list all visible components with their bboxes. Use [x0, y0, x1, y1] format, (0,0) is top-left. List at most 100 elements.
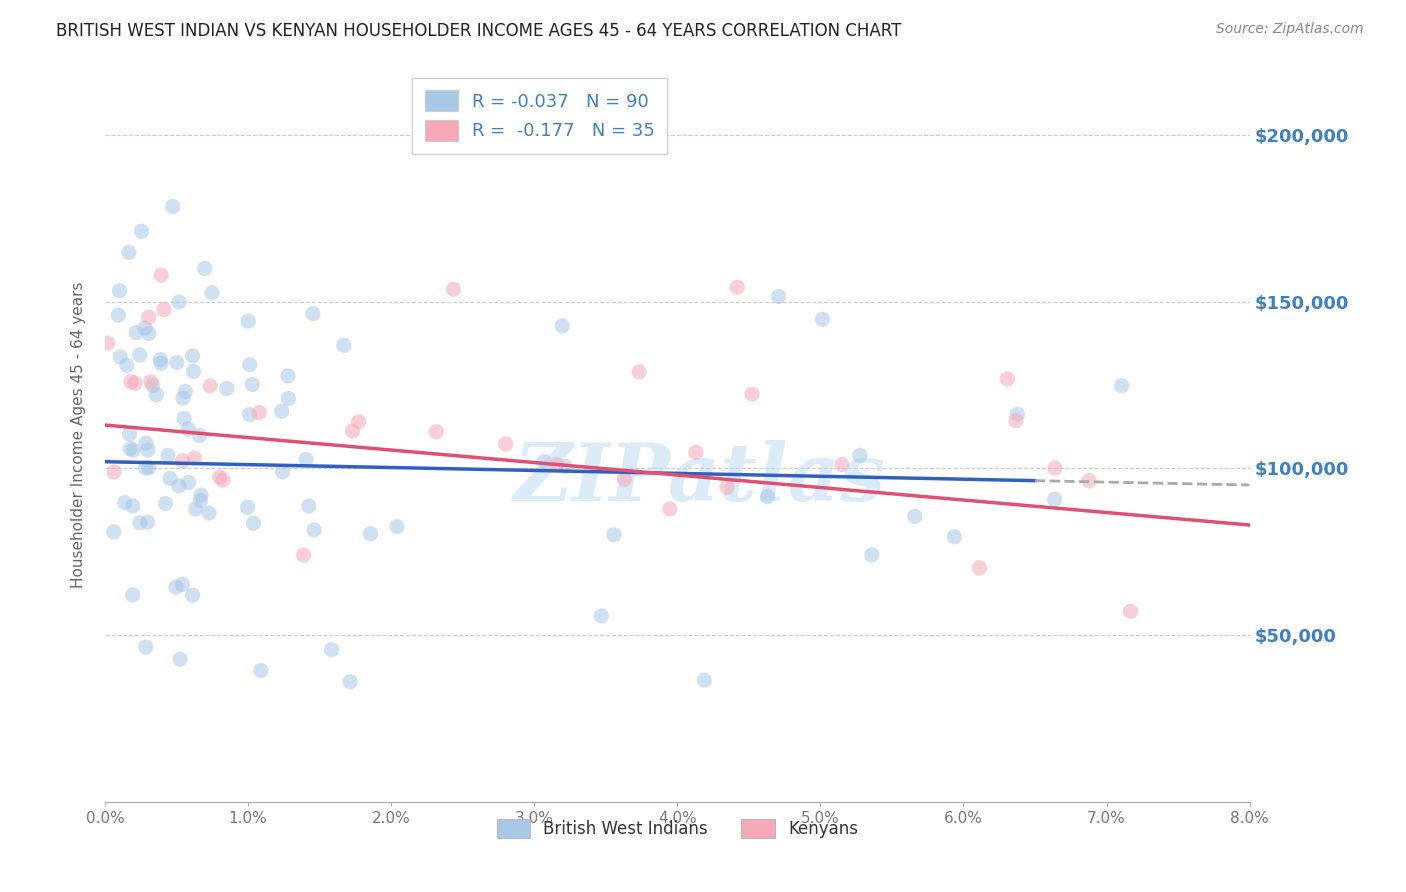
- Point: [181, 588, 204, 602]
- Point: [174, 384, 197, 399]
- Point: [173, 411, 195, 425]
- Point: [125, 326, 148, 340]
- Point: [295, 452, 318, 467]
- Point: [118, 245, 141, 260]
- Point: [239, 358, 262, 372]
- Point: [1043, 492, 1066, 507]
- Point: [114, 495, 136, 509]
- Point: [149, 352, 172, 367]
- Point: [107, 308, 129, 322]
- Point: [554, 459, 576, 474]
- Point: [183, 364, 205, 378]
- Point: [425, 425, 447, 439]
- Text: BRITISH WEST INDIAN VS KENYAN HOUSEHOLDER INCOME AGES 45 - 64 YEARS CORRELATION : BRITISH WEST INDIAN VS KENYAN HOUSEHOLDE…: [56, 22, 901, 40]
- Point: [292, 548, 315, 562]
- Point: [347, 415, 370, 429]
- Point: [270, 404, 292, 418]
- Point: [240, 377, 263, 392]
- Point: [997, 372, 1019, 386]
- Point: [190, 488, 212, 502]
- Point: [138, 460, 160, 475]
- Point: [138, 310, 160, 325]
- Point: [120, 442, 142, 456]
- Text: ZIPatlas: ZIPatlas: [515, 441, 886, 517]
- Point: [768, 289, 790, 303]
- Point: [1043, 461, 1066, 475]
- Point: [97, 336, 120, 351]
- Point: [277, 369, 299, 384]
- Point: [271, 465, 294, 479]
- Point: [165, 580, 187, 594]
- Point: [321, 642, 343, 657]
- Point: [122, 443, 145, 458]
- Point: [190, 493, 212, 508]
- Point: [811, 312, 834, 326]
- Point: [333, 338, 356, 352]
- Point: [385, 519, 408, 533]
- Point: [181, 349, 204, 363]
- Point: [103, 465, 125, 479]
- Point: [339, 674, 361, 689]
- Point: [685, 445, 707, 459]
- Legend: British West Indians, Kenyans: British West Indians, Kenyans: [489, 812, 865, 845]
- Point: [118, 427, 141, 442]
- Point: [108, 284, 131, 298]
- Point: [943, 530, 966, 544]
- Point: [969, 561, 991, 575]
- Point: [551, 318, 574, 333]
- Point: [215, 381, 238, 395]
- Point: [115, 358, 138, 372]
- Point: [131, 224, 153, 238]
- Point: [134, 321, 156, 335]
- Point: [184, 502, 207, 516]
- Point: [162, 199, 184, 213]
- Point: [177, 422, 200, 436]
- Point: [591, 609, 613, 624]
- Point: [159, 471, 181, 485]
- Point: [124, 376, 146, 391]
- Point: [693, 673, 716, 688]
- Point: [860, 548, 883, 562]
- Point: [443, 282, 465, 296]
- Point: [103, 524, 125, 539]
- Point: [613, 472, 636, 486]
- Point: [198, 506, 221, 520]
- Point: [831, 458, 853, 472]
- Point: [495, 437, 517, 451]
- Point: [128, 348, 150, 362]
- Point: [238, 408, 260, 422]
- Point: [129, 516, 152, 530]
- Point: [298, 499, 321, 513]
- Point: [172, 454, 194, 468]
- Point: [169, 652, 191, 666]
- Point: [1005, 414, 1028, 428]
- Text: Source: ZipAtlas.com: Source: ZipAtlas.com: [1216, 22, 1364, 37]
- Point: [236, 500, 259, 515]
- Point: [1119, 604, 1142, 618]
- Point: [242, 516, 264, 530]
- Point: [741, 387, 763, 401]
- Point: [149, 356, 172, 370]
- Y-axis label: Householder Income Ages 45 - 64 years: Householder Income Ages 45 - 64 years: [72, 282, 86, 589]
- Point: [177, 475, 200, 490]
- Point: [716, 480, 738, 494]
- Point: [172, 391, 194, 405]
- Point: [208, 470, 231, 484]
- Point: [238, 314, 260, 328]
- Point: [145, 387, 167, 401]
- Point: [167, 479, 190, 493]
- Point: [342, 424, 364, 438]
- Point: [188, 428, 211, 442]
- Point: [121, 499, 143, 513]
- Point: [211, 473, 233, 487]
- Point: [150, 268, 173, 282]
- Point: [136, 515, 159, 529]
- Point: [135, 461, 157, 475]
- Point: [1078, 474, 1101, 488]
- Point: [1111, 378, 1133, 392]
- Point: [138, 326, 160, 341]
- Point: [108, 350, 131, 364]
- Point: [172, 577, 194, 591]
- Point: [250, 664, 273, 678]
- Point: [194, 261, 217, 276]
